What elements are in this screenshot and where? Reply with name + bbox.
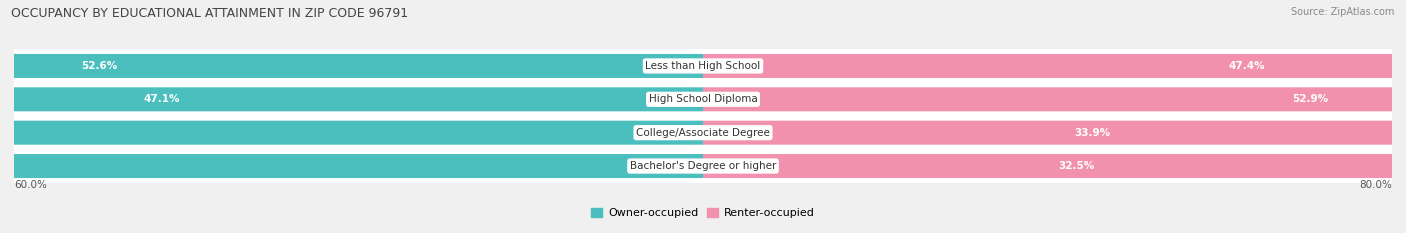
FancyBboxPatch shape <box>0 121 703 145</box>
Text: 52.6%: 52.6% <box>82 61 117 71</box>
FancyBboxPatch shape <box>0 54 703 78</box>
Text: 33.9%: 33.9% <box>1074 128 1111 138</box>
Text: 32.5%: 32.5% <box>1059 161 1094 171</box>
Legend: Owner-occupied, Renter-occupied: Owner-occupied, Renter-occupied <box>592 208 814 218</box>
Text: 80.0%: 80.0% <box>1360 180 1392 190</box>
Text: OCCUPANCY BY EDUCATIONAL ATTAINMENT IN ZIP CODE 96791: OCCUPANCY BY EDUCATIONAL ATTAINMENT IN Z… <box>11 7 408 20</box>
FancyBboxPatch shape <box>0 154 703 178</box>
Text: High School Diploma: High School Diploma <box>648 94 758 104</box>
FancyBboxPatch shape <box>11 82 1395 116</box>
Text: College/Associate Degree: College/Associate Degree <box>636 128 770 138</box>
FancyBboxPatch shape <box>11 49 1395 83</box>
Text: 47.4%: 47.4% <box>1229 61 1265 71</box>
Text: 47.1%: 47.1% <box>143 94 180 104</box>
Text: Less than High School: Less than High School <box>645 61 761 71</box>
Text: Source: ZipAtlas.com: Source: ZipAtlas.com <box>1291 7 1395 17</box>
FancyBboxPatch shape <box>703 54 1406 78</box>
Text: 60.0%: 60.0% <box>14 180 46 190</box>
FancyBboxPatch shape <box>11 116 1395 150</box>
FancyBboxPatch shape <box>11 149 1395 183</box>
FancyBboxPatch shape <box>703 87 1406 111</box>
FancyBboxPatch shape <box>0 87 703 111</box>
FancyBboxPatch shape <box>703 121 1406 145</box>
Text: Bachelor's Degree or higher: Bachelor's Degree or higher <box>630 161 776 171</box>
FancyBboxPatch shape <box>703 154 1406 178</box>
Text: 52.9%: 52.9% <box>1292 94 1329 104</box>
